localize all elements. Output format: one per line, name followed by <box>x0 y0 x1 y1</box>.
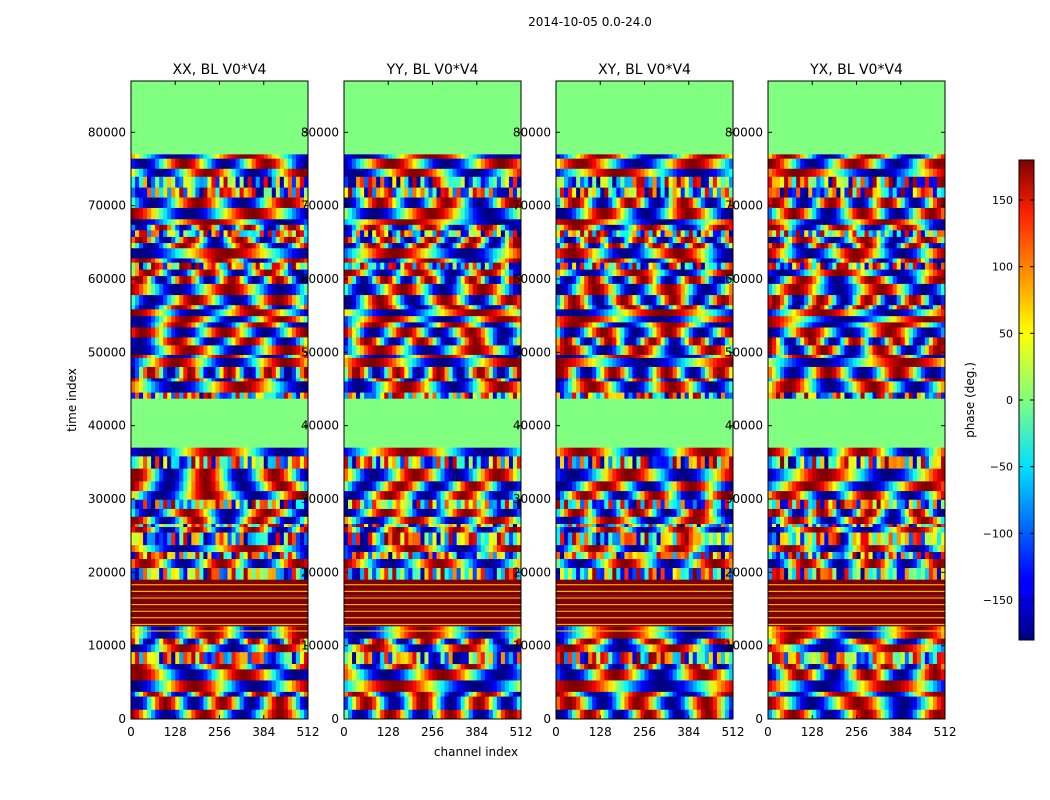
x-tick-label: 256 <box>845 725 868 739</box>
y-tick-label: 40000 <box>725 419 763 433</box>
y-tick-label: 50000 <box>725 345 763 359</box>
colorbar-tick-label: −50 <box>990 461 1013 474</box>
colorbar-tick-label: −150 <box>983 594 1013 607</box>
panel-title: XX, BL V0*V4 <box>173 62 267 78</box>
y-tick-label: 10000 <box>301 639 339 653</box>
y-tick-label: 30000 <box>88 492 126 506</box>
y-tick-label: 0 <box>543 712 551 726</box>
panel-title: YY, BL V0*V4 <box>386 62 479 78</box>
y-tick-label: 0 <box>331 712 339 726</box>
y-tick-label: 0 <box>118 712 126 726</box>
y-tick-label: 50000 <box>301 345 339 359</box>
x-tick-label: 0 <box>127 725 135 739</box>
x-tick-label: 384 <box>252 725 275 739</box>
colorbar-tick-label: 50 <box>999 327 1013 340</box>
y-tick-label: 30000 <box>725 492 763 506</box>
y-tick-label: 50000 <box>88 345 126 359</box>
x-tick-label: 512 <box>934 725 957 739</box>
y-tick-label: 60000 <box>513 272 551 286</box>
x-tick-label: 0 <box>340 725 348 739</box>
y-tick-label: 20000 <box>725 565 763 579</box>
y-tick-label: 60000 <box>725 272 763 286</box>
x-tick-label: 512 <box>722 725 745 739</box>
x-tick-label: 512 <box>510 725 533 739</box>
y-tick-label: 50000 <box>513 345 551 359</box>
phase-image <box>768 81 945 719</box>
panel-3: XY, BL V0*V4 0 128 256 384 512 0 10000 20000 3000… <box>513 62 745 739</box>
panel-1: XX, BL V0*V4 0 128 256 384 512 0 10000 20000 3000… <box>88 62 320 739</box>
y-tick-label: 40000 <box>301 419 339 433</box>
colorbar-tick-label: 0 <box>1006 394 1013 407</box>
y-tick-label: 80000 <box>725 125 763 139</box>
x-tick-label: 256 <box>633 725 656 739</box>
x-tick-label: 0 <box>764 725 772 739</box>
panel-4: YX, BL V0*V4 0 128 256 384 512 0 10000 20000 3000… <box>725 62 957 739</box>
x-tick-label: 512 <box>297 725 320 739</box>
colorbar-tick-label: 150 <box>992 194 1013 207</box>
x-tick-label: 128 <box>801 725 824 739</box>
x-tick-label: 384 <box>465 725 488 739</box>
y-tick-label: 20000 <box>88 565 126 579</box>
y-tick-label: 70000 <box>725 199 763 213</box>
y-tick-label: 70000 <box>513 199 551 213</box>
panel-title: XY, BL V0*V4 <box>598 62 691 78</box>
y-tick-label: 10000 <box>513 639 551 653</box>
y-tick-label: 0 <box>755 712 763 726</box>
colorbar-label: phase (deg.) <box>963 362 977 438</box>
y-tick-label: 30000 <box>513 492 551 506</box>
x-tick-label: 128 <box>377 725 400 739</box>
x-tick-label: 0 <box>552 725 560 739</box>
x-tick-label: 384 <box>889 725 912 739</box>
phase-image <box>344 81 521 719</box>
y-tick-label: 10000 <box>88 639 126 653</box>
y-tick-label: 40000 <box>88 419 126 433</box>
y-tick-label: 60000 <box>301 272 339 286</box>
phase-image <box>131 81 308 719</box>
y-tick-label: 20000 <box>301 565 339 579</box>
x-tick-label: 384 <box>677 725 700 739</box>
y-tick-label: 70000 <box>301 199 339 213</box>
panel-2: YY, BL V0*V4 0 128 256 384 512 0 10000 20000 3000… <box>301 62 533 739</box>
y-tick-label: 60000 <box>88 272 126 286</box>
x-tick-label: 256 <box>208 725 231 739</box>
y-tick-label: 80000 <box>301 125 339 139</box>
figure-suptitle: 2014-10-05 0.0-24.0 <box>528 15 652 29</box>
y-tick-label: 20000 <box>513 565 551 579</box>
x-axis-label: channel index <box>434 745 518 759</box>
x-tick-label: 128 <box>164 725 187 739</box>
phase-image <box>556 81 733 719</box>
y-tick-label: 80000 <box>88 125 126 139</box>
x-tick-label: 256 <box>421 725 444 739</box>
colorbar-tick-label: 100 <box>992 261 1013 274</box>
y-tick-label: 70000 <box>88 199 126 213</box>
y-tick-label: 10000 <box>725 639 763 653</box>
x-tick-label: 128 <box>589 725 612 739</box>
y-tick-label: 30000 <box>301 492 339 506</box>
panel-title: YX, BL V0*V4 <box>809 62 903 78</box>
y-tick-label: 80000 <box>513 125 551 139</box>
colorbar-tick-label: −100 <box>983 527 1013 540</box>
colorbar: −150 −100 −50 0 50 100 150 phase (deg.) <box>963 159 1035 641</box>
y-axis-label: time index <box>65 368 79 432</box>
y-tick-label: 40000 <box>513 419 551 433</box>
